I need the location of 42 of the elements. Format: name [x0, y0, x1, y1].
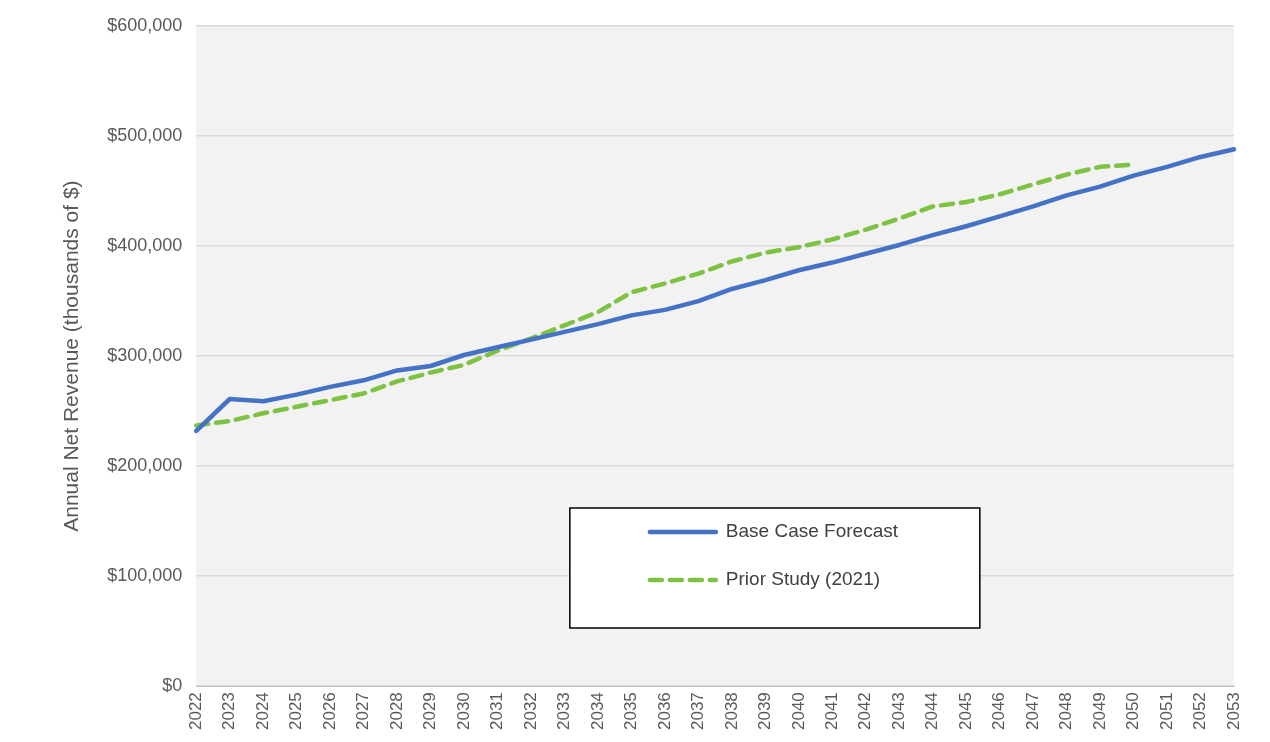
x-tick-label: 2034	[587, 692, 607, 731]
x-tick-label: 2026	[319, 692, 339, 731]
x-tick-label: 2025	[286, 692, 306, 731]
x-tick-label: 2047	[1022, 692, 1042, 731]
x-tick-label: 2024	[252, 692, 272, 731]
x-tick-label: 2052	[1190, 692, 1210, 731]
x-tick-label: 2028	[386, 692, 406, 731]
x-tick-label: 2033	[554, 692, 574, 731]
legend-label: Base Case Forecast	[725, 520, 899, 542]
x-tick-label: 2037	[688, 692, 708, 731]
x-tick-label: 2048	[1056, 692, 1076, 731]
y-tick-label: $600,000	[107, 14, 183, 35]
x-tick-label: 2053	[1223, 692, 1243, 731]
y-tick-label: $400,000	[107, 235, 183, 256]
y-tick-label: $100,000	[107, 565, 183, 586]
x-tick-label: 2032	[520, 692, 540, 731]
x-tick-label: 2049	[1089, 692, 1109, 731]
y-axis-title: Annual Net Revenue (thousands of $)	[59, 180, 83, 532]
y-tick-label: $500,000	[107, 125, 183, 145]
x-tick-label: 2022	[185, 692, 205, 731]
x-tick-label: 2040	[788, 692, 808, 731]
x-tick-label: 2036	[654, 692, 674, 731]
y-tick-label: $0	[162, 675, 183, 696]
y-tick-label: $200,000	[107, 455, 183, 476]
x-tick-label: 2041	[821, 692, 841, 731]
x-tick-label: 2043	[888, 692, 908, 731]
x-tick-label: 2031	[487, 692, 507, 731]
x-tick-label: 2027	[353, 692, 373, 731]
x-tick-label: 2030	[453, 692, 473, 731]
x-tick-label: 2044	[922, 692, 942, 731]
legend-label: Prior Study (2021)	[725, 568, 881, 590]
x-tick-label: 2042	[855, 692, 875, 731]
x-tick-label: 2046	[989, 692, 1009, 731]
x-tick-label: 2039	[755, 692, 775, 731]
x-tick-label: 2051	[1156, 692, 1176, 731]
x-tick-label: 2045	[955, 692, 975, 731]
x-tick-label: 2035	[621, 692, 641, 731]
x-tick-label: 2050	[1123, 692, 1143, 731]
x-tick-label: 2038	[721, 692, 741, 731]
x-tick-label: 2029	[420, 692, 440, 731]
x-tick-label: 2023	[219, 692, 239, 731]
y-tick-label: $300,000	[107, 345, 183, 366]
